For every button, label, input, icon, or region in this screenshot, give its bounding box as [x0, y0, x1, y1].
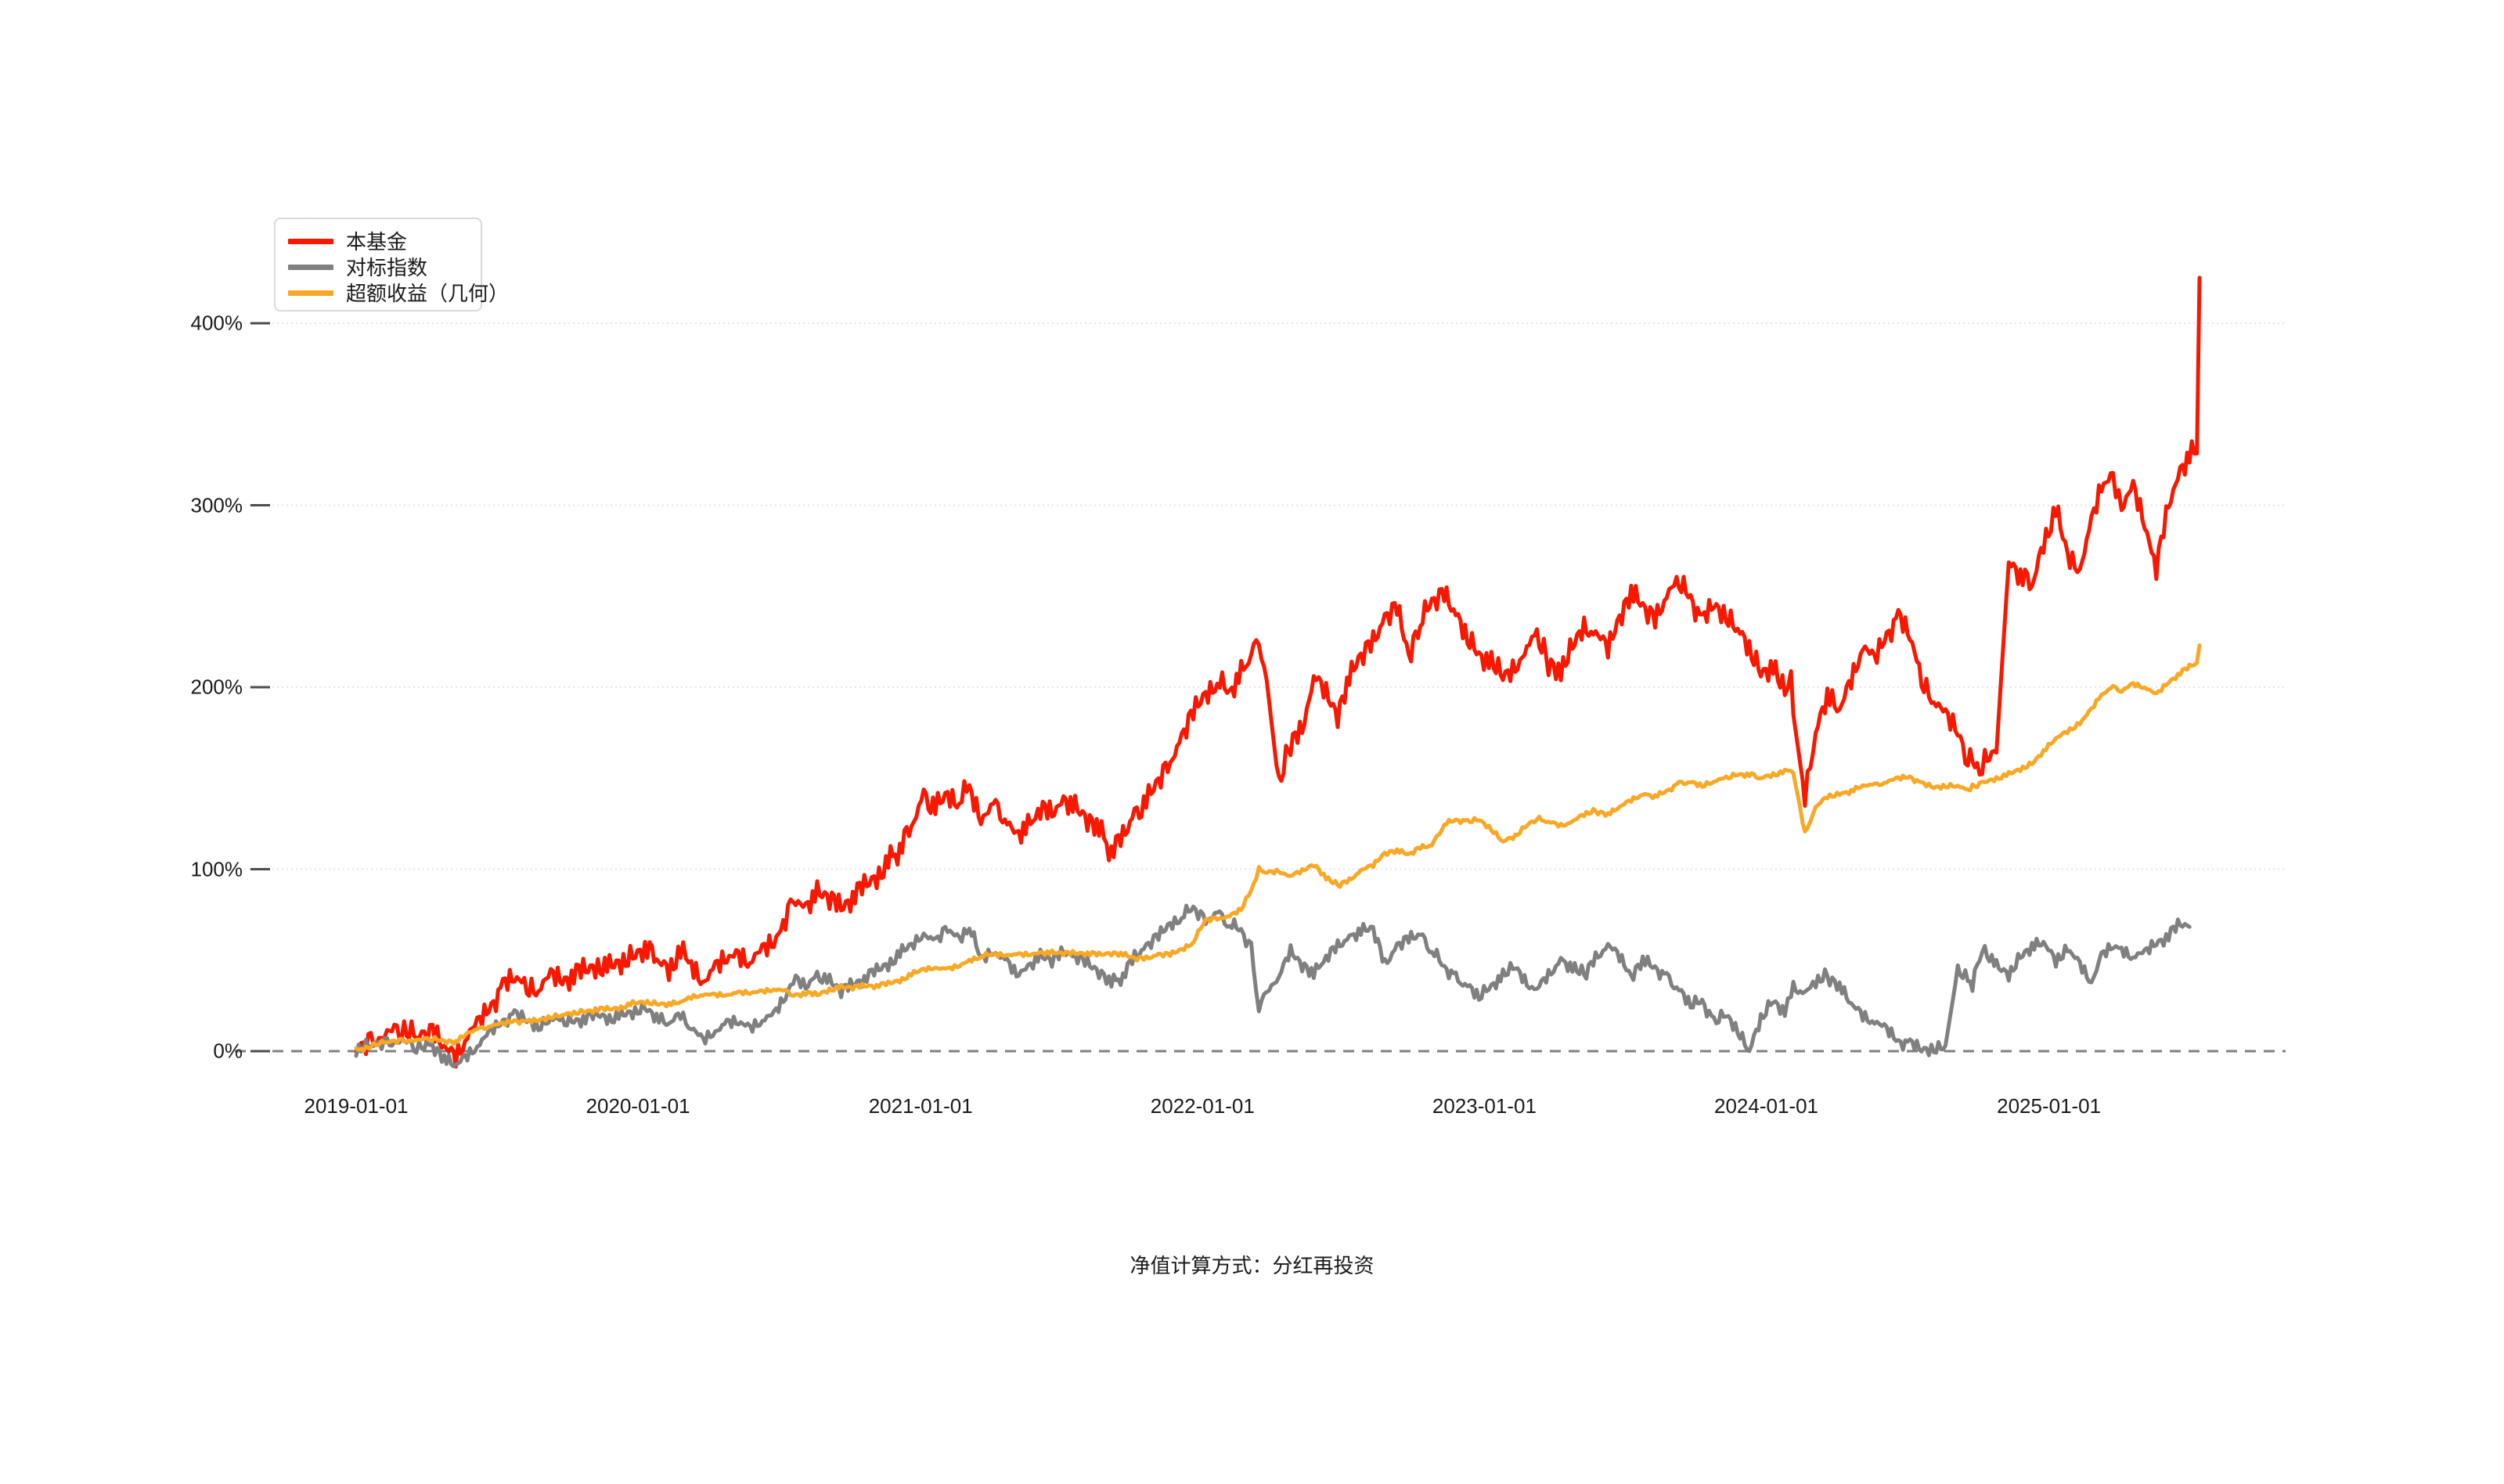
series-line-excess [354, 643, 2202, 1054]
x-axis-tick-label: 2019-01-01 [304, 1094, 409, 1118]
y-tick-marks [250, 322, 270, 1053]
x-axis-tick-label: 2025-01-01 [1997, 1094, 2102, 1118]
y-axis-tick-label: 100% [190, 857, 243, 881]
footnote: 净值计算方式：分红再投资 [1130, 1254, 1374, 1277]
legend-label-fund: 本基金 [346, 229, 408, 254]
x-axis-tick-label: 2021-01-01 [868, 1094, 973, 1118]
legend-label-benchmark: 对标指数 [346, 255, 428, 279]
series-line-fund [354, 276, 2202, 1069]
x-axis-tick-label: 2022-01-01 [1150, 1094, 1255, 1118]
legend-swatch-fund [288, 239, 333, 244]
y-axis-tick-label: 400% [190, 311, 243, 335]
x-axis-tick-label: 2024-01-01 [1714, 1094, 1819, 1118]
legend: 本基金 对标指数 超额收益（几何） [274, 218, 509, 312]
series-lines [354, 276, 2202, 1069]
legend-item-fund[interactable]: 本基金 [276, 229, 481, 254]
legend-label-excess: 超额收益（几何） [346, 281, 510, 305]
legend-swatch-benchmark [288, 265, 333, 270]
x-axis-tick-label: 2020-01-01 [585, 1094, 690, 1118]
legend-item-excess[interactable]: 超额收益（几何） [276, 280, 509, 306]
y-axis-tick-label: 200% [190, 675, 243, 699]
x-axis-tick-label: 2023-01-01 [1432, 1094, 1537, 1118]
y-axis-tick-label: 300% [190, 493, 243, 517]
series-line-benchmark [354, 903, 2192, 1068]
y-axis-tick-label: 0% [213, 1039, 243, 1063]
legend-swatch-excess [288, 290, 333, 296]
legend-item-benchmark[interactable]: 对标指数 [276, 254, 481, 280]
